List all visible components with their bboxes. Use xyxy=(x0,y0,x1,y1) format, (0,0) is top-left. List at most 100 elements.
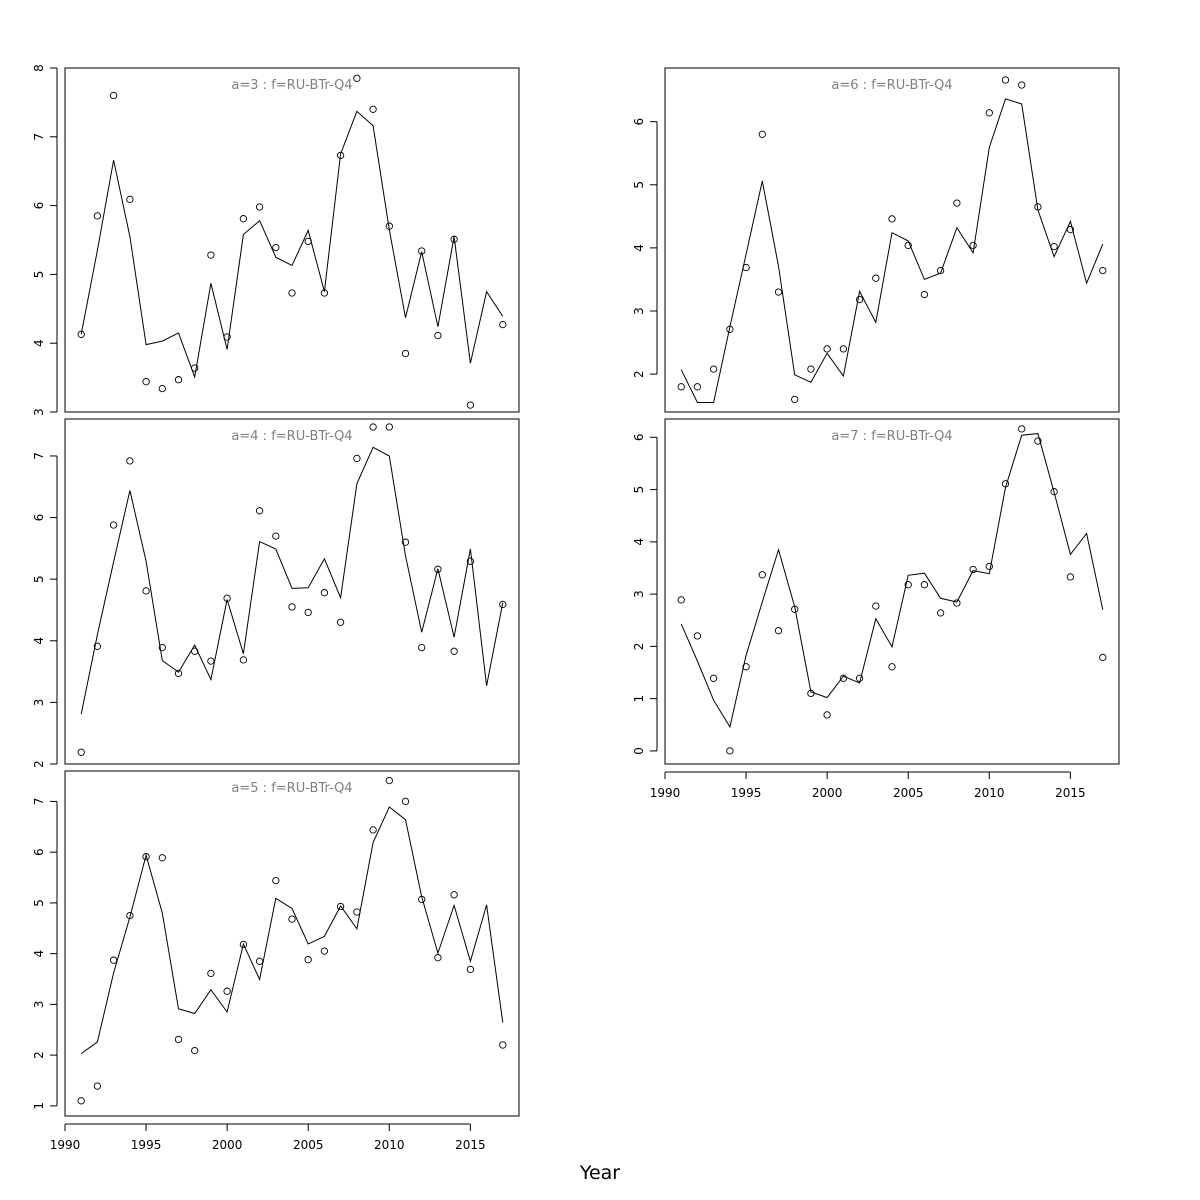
y-tick-label: 1 xyxy=(32,1102,46,1110)
data-point xyxy=(369,826,377,834)
data-point xyxy=(126,457,134,465)
data-point xyxy=(693,383,702,391)
data-point xyxy=(93,642,102,650)
data-point xyxy=(450,235,458,243)
y-tick-label: 5 xyxy=(632,181,646,189)
x-tick-label: 1990 xyxy=(50,1138,81,1152)
plot-frame xyxy=(64,418,520,765)
data-point xyxy=(434,565,442,573)
data-point xyxy=(272,532,280,540)
data-point xyxy=(499,600,507,609)
panel-4: a=6 : f=RU-BTr-Q4 2 3 4 5 6 xyxy=(632,67,1120,413)
x-tick-label: 2000 xyxy=(812,786,843,800)
y-tick-label: 1 xyxy=(632,695,646,703)
data-point xyxy=(158,854,166,862)
y-tick-label: 5 xyxy=(32,575,46,583)
y-tick-label: 3 xyxy=(632,307,646,315)
data-point xyxy=(872,274,880,282)
data-point xyxy=(239,940,248,949)
x-tick-label: 1990 xyxy=(650,786,681,800)
data-point xyxy=(936,266,945,275)
data-point xyxy=(499,320,507,329)
x-tick-label: 2005 xyxy=(293,1138,324,1152)
data-point xyxy=(904,241,912,250)
data-point xyxy=(1099,266,1107,275)
x-tick-label: 2010 xyxy=(974,786,1005,800)
data-point xyxy=(142,587,150,595)
data-point xyxy=(726,747,734,755)
y-tick-label: 7 xyxy=(32,133,46,141)
data-point xyxy=(126,195,134,204)
fitted-line xyxy=(80,446,504,715)
data-point xyxy=(223,987,231,995)
y-tick-label: 6 xyxy=(632,118,646,126)
panel-1: a=3 : f=RU-BTr-Q4 3 4 5 6 7 8 xyxy=(32,64,520,416)
data-point xyxy=(401,797,410,806)
data-point xyxy=(255,203,264,211)
data-point xyxy=(401,538,410,546)
data-point xyxy=(985,562,993,571)
data-point xyxy=(969,565,977,574)
data-point xyxy=(1034,437,1042,445)
panel-2: a=4 : f=RU-BTr-Q4 2 3 4 5 6 7 xyxy=(32,418,520,768)
data-point xyxy=(499,1041,507,1049)
data-point xyxy=(418,643,426,652)
data-point xyxy=(1018,425,1026,433)
data-point xyxy=(191,1046,199,1055)
data-point xyxy=(1001,76,1010,84)
plot-frame xyxy=(664,418,1120,765)
y-tick-label: 3 xyxy=(32,1001,46,1009)
data-point xyxy=(320,589,329,597)
data-point xyxy=(839,345,848,353)
data-point xyxy=(304,956,312,964)
data-point xyxy=(758,571,766,579)
y-tick-label: 4 xyxy=(32,950,46,958)
panel-title: a=4 : f=RU-BTr-Q4 xyxy=(231,429,352,444)
data-point xyxy=(401,349,410,358)
data-point xyxy=(353,454,361,463)
data-point xyxy=(434,331,442,340)
x-tick-label: 1995 xyxy=(731,786,762,800)
data-point xyxy=(93,1082,102,1090)
data-point xyxy=(985,109,993,117)
x-tick-label: 2010 xyxy=(374,1138,405,1152)
data-point xyxy=(466,557,475,565)
data-point xyxy=(320,947,329,955)
data-point xyxy=(255,507,264,515)
data-point xyxy=(207,969,215,978)
data-point xyxy=(109,956,118,964)
data-point xyxy=(823,711,831,719)
data-point xyxy=(920,290,929,299)
data-point xyxy=(434,954,442,962)
data-point xyxy=(855,295,864,304)
data-point xyxy=(1066,225,1075,234)
fitted-line xyxy=(680,98,1104,403)
panel-title: a=7 : f=RU-BTr-Q4 xyxy=(831,429,952,444)
data-point xyxy=(174,669,183,678)
data-point xyxy=(969,241,977,250)
y-tick-label: 6 xyxy=(32,514,46,522)
x-tick-label: 2015 xyxy=(455,1138,486,1152)
data-point xyxy=(1099,653,1107,662)
data-point xyxy=(158,643,166,652)
y-tick-label: 7 xyxy=(32,452,46,460)
data-point xyxy=(272,243,280,252)
data-point xyxy=(774,627,783,635)
data-point xyxy=(174,1035,183,1044)
x-tick-label: 2015 xyxy=(1055,786,1086,800)
y-tick-label: 6 xyxy=(32,202,46,210)
data-point xyxy=(709,674,718,682)
data-point xyxy=(93,212,102,220)
data-point xyxy=(466,401,475,409)
y-tick-label: 5 xyxy=(32,899,46,907)
y-tick-label: 3 xyxy=(632,590,646,598)
data-point xyxy=(385,776,393,785)
data-point xyxy=(872,602,880,610)
data-point xyxy=(304,608,312,617)
data-point xyxy=(77,1097,85,1105)
fitted-line xyxy=(80,110,504,379)
data-point xyxy=(888,215,896,223)
fitted-line xyxy=(80,806,504,1055)
data-point xyxy=(823,345,831,353)
y-tick-label: 6 xyxy=(32,848,46,856)
